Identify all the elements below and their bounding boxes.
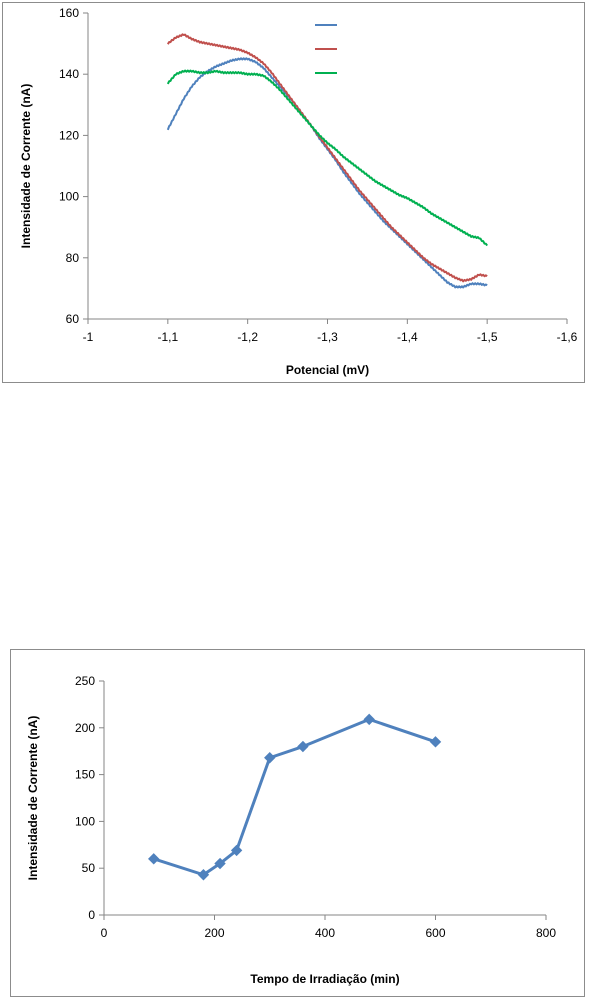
y-tick-label: 150: [75, 768, 95, 782]
x-tick-label: -1,4: [397, 330, 418, 344]
y-axis-title: Intensidade de Corrente (nA): [19, 84, 33, 249]
series-line: [166, 33, 488, 283]
series-line: [166, 69, 488, 247]
x-tick-label: 0: [101, 926, 108, 940]
x-axis-title: Tempo de Irradiação (min): [250, 972, 399, 986]
series-line: [153, 717, 436, 877]
y-tick-label: 250: [75, 674, 95, 688]
series-line: [166, 57, 488, 289]
y-axis-title: Intensidade de Corrente (nA): [26, 716, 40, 881]
x-tick-label: 400: [315, 926, 335, 940]
y-tick-label: 200: [75, 721, 95, 735]
data-point: [148, 853, 160, 865]
data-point: [230, 844, 243, 857]
data-point: [297, 740, 309, 753]
y-tick-label: 160: [59, 6, 79, 20]
y-tick-label: 140: [59, 67, 79, 81]
y-tick-label: 50: [82, 861, 96, 875]
irradiation-chart-frame: [10, 649, 585, 997]
data-point: [429, 736, 442, 748]
y-tick-label: 60: [66, 312, 80, 326]
x-tick-label: 200: [204, 926, 224, 940]
y-tick-label: 100: [75, 814, 95, 828]
x-tick-label: 600: [425, 926, 445, 940]
data-point: [264, 752, 276, 764]
x-tick-label: 800: [536, 926, 556, 940]
potential-chart: 60 80 100 120 140 160 -1 -1,1 -1,2 -1,3 -1,4 -1,5 -1…: [19, 6, 578, 377]
data-point: [214, 857, 226, 870]
x-tick-label: -1,6: [557, 330, 578, 344]
x-tick-label: -1,3: [317, 330, 338, 344]
x-tick-label: -1: [83, 330, 94, 344]
data-point: [197, 869, 210, 881]
x-axis-title: Potencial (mV): [286, 363, 369, 377]
x-tick-label: -1,5: [477, 330, 498, 344]
y-tick-label: 120: [59, 128, 79, 142]
y-tick-label: 0: [88, 908, 95, 922]
x-tick-label: -1,2: [237, 330, 258, 344]
y-tick-label: 100: [59, 190, 79, 204]
x-tick-label: -1,1: [157, 330, 178, 344]
y-tick-label: 80: [66, 251, 80, 265]
data-point: [363, 713, 375, 726]
